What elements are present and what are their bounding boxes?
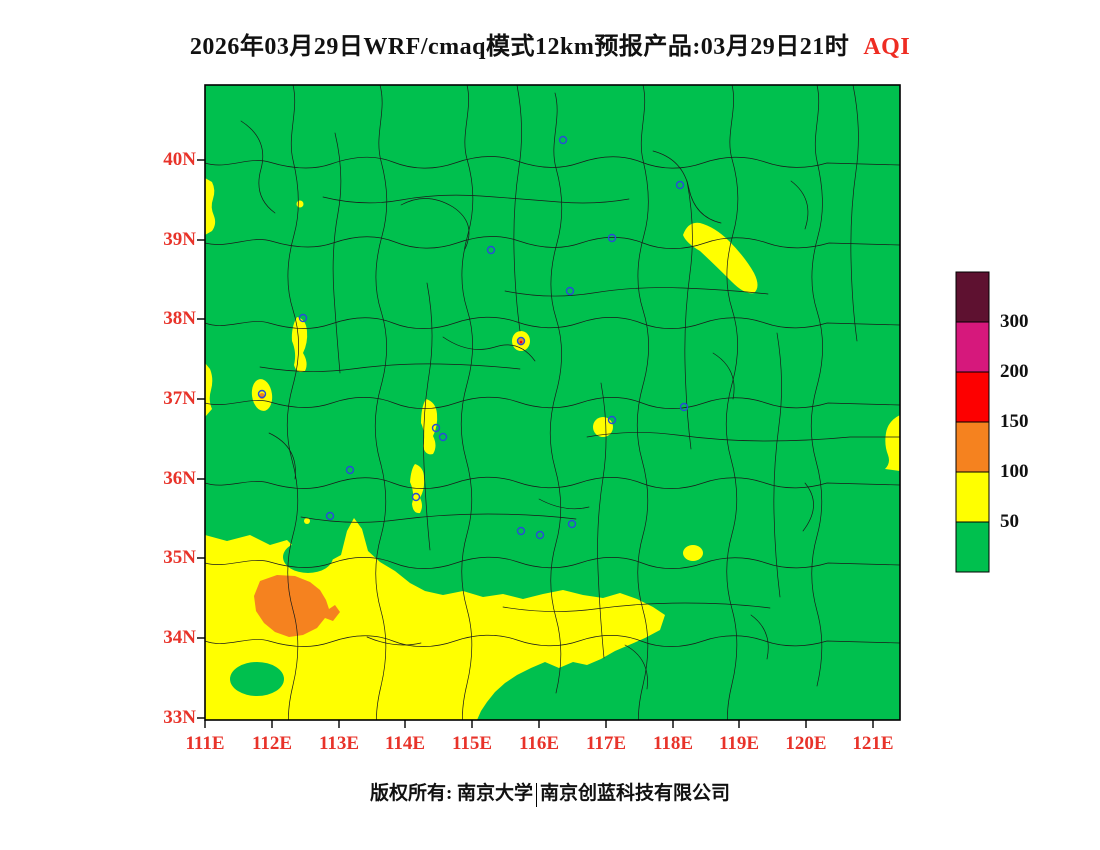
legend-cell-orange — [955, 421, 990, 473]
copyright-text: 版权所有: 南京大学 — [369, 783, 534, 804]
x-tick-114e: 114E — [384, 733, 426, 754]
x-tick-116e: 116E — [518, 733, 560, 754]
x-tick-117e: 117E — [585, 733, 627, 754]
x-tick-113e: 113E — [318, 733, 360, 754]
city-marker — [345, 465, 355, 475]
y-tick-35n: 35N — [163, 547, 196, 568]
y-tick-39n: 39N — [163, 229, 196, 250]
legend-cell-red — [955, 371, 990, 423]
city-marker — [486, 245, 496, 255]
x-tick-115e: 115E — [451, 733, 493, 754]
city-marker — [679, 402, 689, 412]
legend-label-300: 300 — [1000, 311, 1029, 332]
yellow-strip-112e — [291, 317, 308, 373]
legend-label-100: 100 — [1000, 461, 1029, 482]
footer-divider — [536, 782, 538, 807]
city-marker — [431, 423, 441, 433]
legend-label-50: 50 — [1000, 511, 1019, 532]
yellow-oval-southeast — [683, 545, 703, 561]
copyright-footer: 版权所有: 南京大学 南京创蓝科技有限公司 — [0, 778, 1100, 807]
legend-cell-yellow — [955, 471, 990, 523]
city-marker — [298, 313, 308, 323]
y-tick-40n: 40N — [163, 149, 196, 170]
y-tick-34n: 34N — [163, 627, 196, 648]
legend-cell-green — [955, 521, 990, 573]
legend-label-150: 150 — [1000, 411, 1029, 432]
red-dot-city — [519, 340, 523, 344]
yellow-strip-114e-north — [421, 399, 438, 455]
x-tick-111e: 111E — [185, 733, 225, 754]
legend-cell-maroon — [955, 271, 990, 323]
aqi-color-legend — [955, 271, 990, 573]
yellow-diagonal-streak-northeast — [683, 222, 758, 294]
company-text: 南京创蓝科技有限公司 — [540, 783, 731, 804]
title-variable: AQI — [863, 34, 911, 60]
y-tick-37n: 37N — [163, 388, 196, 409]
city-marker — [567, 519, 577, 529]
city-marker — [535, 530, 545, 540]
legend-label-200: 200 — [1000, 361, 1029, 382]
x-tick-121e: 121E — [852, 733, 894, 754]
city-marker — [325, 511, 335, 521]
x-tick-118e: 118E — [652, 733, 694, 754]
yellow-left-edge-strip-north — [205, 178, 216, 235]
forecast-map — [197, 84, 901, 728]
city-marker — [516, 336, 526, 346]
y-tick-38n: 38N — [163, 308, 196, 329]
yellow-blob-central — [593, 417, 613, 437]
yellow-dot-small — [304, 518, 310, 524]
admin-boundaries — [205, 85, 900, 720]
title-text: 2026年03月29日WRF/cmaq模式12km预报产品:03月29日21时 — [189, 34, 850, 60]
axis-ticks — [197, 159, 874, 728]
city-markers — [257, 135, 689, 540]
green-hole-upper — [283, 541, 333, 573]
city-marker — [411, 492, 421, 502]
x-tick-112e: 112E — [251, 733, 293, 754]
city-marker — [675, 180, 685, 190]
yellow-right-edge-strip — [885, 415, 900, 471]
city-marker — [565, 286, 575, 296]
x-tick-119e: 119E — [718, 733, 760, 754]
legend-cell-magenta — [955, 321, 990, 373]
x-tick-120e: 120E — [785, 733, 827, 754]
page-title: 2026年03月29日WRF/cmaq模式12km预报产品:03月29日21时 A… — [0, 26, 1100, 61]
city-marker — [516, 526, 526, 536]
city-marker — [438, 432, 448, 442]
y-tick-33n: 33N — [163, 707, 196, 728]
yellow-dot — [296, 200, 304, 208]
green-holes — [230, 541, 333, 696]
city-marker — [257, 389, 267, 399]
city-marker — [607, 233, 617, 243]
city-marker — [607, 415, 617, 425]
map-frame — [197, 84, 901, 728]
orange-blob-southwest — [254, 575, 340, 637]
city-marker — [558, 135, 568, 145]
y-tick-36n: 36N — [163, 468, 196, 489]
green-hole-lower — [230, 662, 284, 696]
